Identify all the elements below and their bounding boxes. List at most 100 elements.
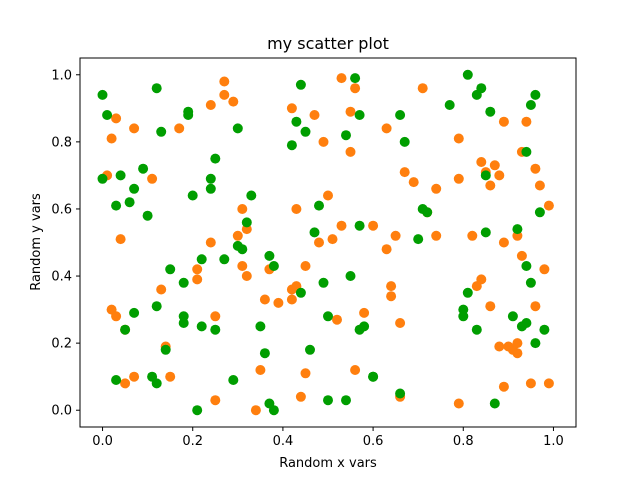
point-s0-34 <box>286 103 297 114</box>
point-s0-23 <box>228 96 239 107</box>
point-s1-75 <box>462 287 473 298</box>
point-s1-43 <box>268 261 279 271</box>
point-s0-82 <box>498 381 509 392</box>
point-s0-63 <box>399 167 410 178</box>
point-s0-96 <box>534 180 545 191</box>
x-tick-label-3: 0.6 <box>363 434 384 449</box>
point-s0-16 <box>192 264 203 275</box>
y-tick-label-4: 0.8 <box>51 135 72 150</box>
point-s0-21 <box>219 76 230 87</box>
point-s1-14 <box>151 378 162 389</box>
point-s0-72 <box>467 230 478 241</box>
point-s0-97 <box>539 264 550 275</box>
point-s0-43 <box>314 237 324 248</box>
point-s0-8 <box>129 371 140 382</box>
point-s0-64 <box>408 177 419 188</box>
x-ticks: 0.0 0.2 0.4 0.6 0.8 1.0 <box>92 427 564 449</box>
point-s0-36 <box>286 294 297 305</box>
point-s0-91 <box>516 250 527 261</box>
point-s0-39 <box>295 391 306 402</box>
point-s0-55 <box>368 220 379 231</box>
point-s1-87 <box>521 318 532 328</box>
point-s0-47 <box>332 314 342 325</box>
y-tick-label-3: 0.6 <box>51 202 72 217</box>
point-s1-53 <box>318 277 329 288</box>
point-s0-95 <box>530 301 541 312</box>
point-s0-48 <box>336 220 347 231</box>
point-s0-92 <box>521 116 532 127</box>
point-s0-94 <box>530 163 541 174</box>
point-s0-61 <box>395 318 406 328</box>
x-tick-label-5: 1.0 <box>543 434 564 449</box>
point-s1-16 <box>156 126 167 137</box>
point-s0-50 <box>345 106 356 117</box>
point-s1-57 <box>341 395 351 406</box>
point-s0-74 <box>476 274 487 285</box>
point-s0-15 <box>192 274 203 285</box>
plot-frame <box>79 57 577 428</box>
point-s0-41 <box>300 368 311 379</box>
point-s1-50 <box>305 344 315 355</box>
point-s1-52 <box>314 200 324 211</box>
point-s1-3 <box>111 375 122 385</box>
y-axis-label: Random y vars <box>29 193 44 291</box>
point-s1-1 <box>97 173 108 184</box>
point-s1-0 <box>97 89 108 100</box>
point-s0-40 <box>300 261 311 271</box>
point-s1-74 <box>458 304 469 315</box>
point-s0-10 <box>147 173 158 184</box>
point-s0-58 <box>386 281 397 292</box>
point-s1-44 <box>268 405 279 416</box>
point-s0-18 <box>205 237 216 248</box>
point-s1-40 <box>259 348 270 359</box>
point-s0-59 <box>386 291 397 302</box>
point-s0-69 <box>453 133 464 144</box>
point-s0-77 <box>485 180 496 191</box>
point-s0-71 <box>453 398 464 409</box>
point-s1-17 <box>160 344 171 355</box>
point-s1-46 <box>291 116 302 127</box>
point-s1-90 <box>525 100 536 110</box>
point-s1-59 <box>350 73 361 84</box>
point-s0-80 <box>494 170 505 181</box>
point-s1-29 <box>205 173 216 184</box>
point-s0-79 <box>489 160 500 171</box>
point-s0-3 <box>111 311 122 322</box>
point-s0-67 <box>431 183 442 194</box>
point-s1-18 <box>165 264 176 275</box>
point-s0-60 <box>390 230 401 241</box>
point-s1-38 <box>246 190 257 201</box>
x-axis-label: Random x vars <box>279 456 377 471</box>
point-s1-28 <box>205 183 216 194</box>
point-s0-42 <box>309 110 320 120</box>
point-s1-13 <box>151 83 162 94</box>
point-s1-92 <box>530 338 541 349</box>
point-s1-23 <box>183 110 194 120</box>
point-s1-6 <box>120 324 131 335</box>
point-s0-75 <box>476 157 487 167</box>
point-s0-83 <box>498 237 509 248</box>
point-s1-93 <box>530 89 541 100</box>
point-s1-72 <box>444 100 455 110</box>
point-s0-4 <box>111 113 122 124</box>
point-s0-19 <box>210 311 221 322</box>
point-s0-84 <box>498 116 509 127</box>
point-s1-88 <box>521 261 532 271</box>
point-s1-19 <box>178 277 189 288</box>
point-s0-53 <box>350 365 361 375</box>
point-s1-82 <box>485 106 496 117</box>
x-tick-label-4: 0.8 <box>453 434 474 449</box>
point-s1-94 <box>534 207 545 218</box>
x-tick-label-2: 0.4 <box>273 434 294 449</box>
point-s0-31 <box>259 294 270 305</box>
point-s0-45 <box>323 190 333 201</box>
point-s1-10 <box>138 163 149 174</box>
point-s0-99 <box>543 200 554 211</box>
point-s0-11 <box>156 284 167 295</box>
point-s1-81 <box>480 227 491 238</box>
point-s0-30 <box>255 365 266 375</box>
point-s1-8 <box>129 307 140 318</box>
point-s0-17 <box>205 100 216 110</box>
point-s1-55 <box>323 395 333 406</box>
